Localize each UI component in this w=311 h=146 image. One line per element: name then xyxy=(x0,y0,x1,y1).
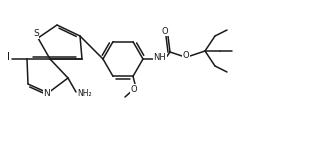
Text: N: N xyxy=(44,89,50,99)
Text: S: S xyxy=(33,29,39,39)
Text: NH: NH xyxy=(154,53,166,62)
Text: O: O xyxy=(131,85,137,93)
Text: I: I xyxy=(7,52,11,62)
Text: NH₂: NH₂ xyxy=(78,89,92,99)
Text: O: O xyxy=(183,51,189,60)
Text: O: O xyxy=(162,27,168,35)
